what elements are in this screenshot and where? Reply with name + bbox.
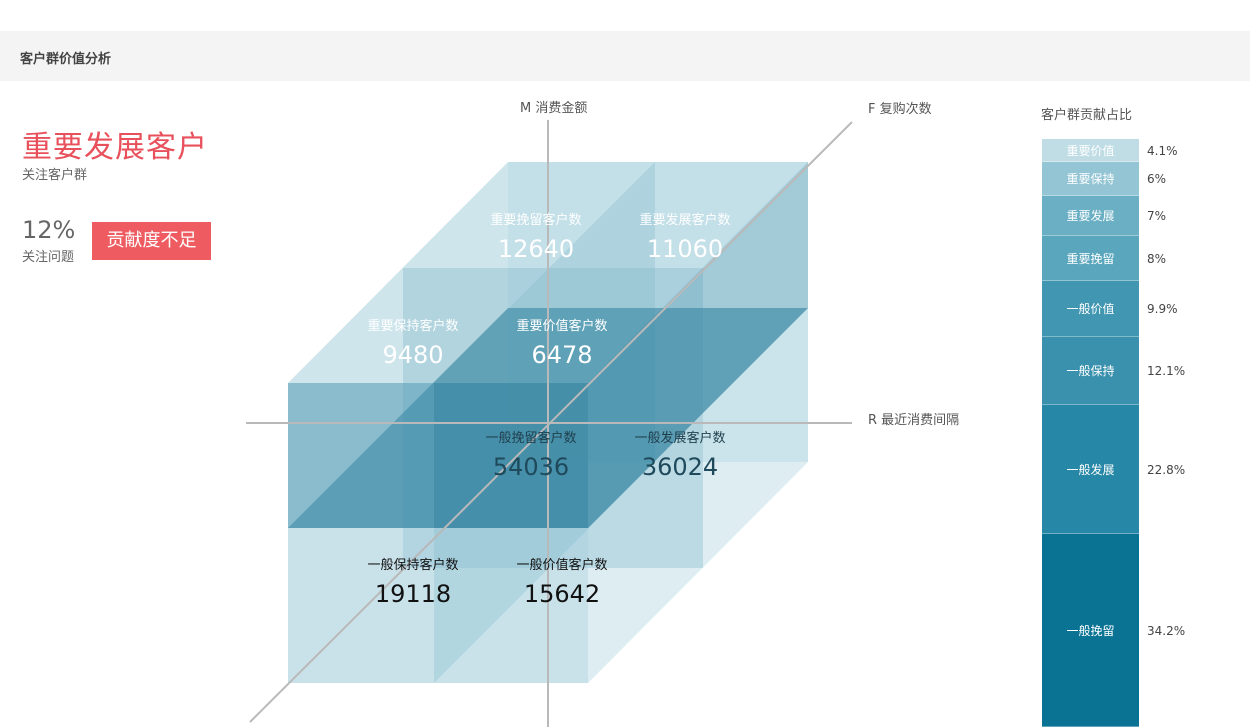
cell-label: 一般保持客户数: [367, 557, 458, 573]
share-segment-label: 重要保持: [1066, 172, 1115, 186]
share-chart-title: 客户群贡献占比: [1041, 108, 1133, 123]
problem-percentage: 12%: [22, 216, 76, 244]
share-segment-label: 一般价值: [1066, 302, 1115, 316]
axis-label-m: M 消费金额: [520, 100, 587, 116]
share-segment-pct: 34.2%: [1147, 623, 1186, 638]
share-segment: 重要保持: [1042, 162, 1139, 196]
cell-value: 15642: [524, 580, 600, 608]
share-segment-label: 重要挽留: [1066, 251, 1115, 266]
cell-label: 一般价值客户数: [516, 557, 607, 573]
problem-label: 关注问题: [22, 250, 75, 265]
cell-value: 6478: [531, 341, 592, 369]
cube-cell-labels: 重要挽留客户数 12640 重要发展客户数 11060 重要保持客户数 9480…: [367, 212, 730, 608]
focus-segment-title: 重要发展客户: [22, 130, 208, 165]
share-segment-pct: 6%: [1147, 172, 1167, 186]
share-segment-label: 重要发展: [1066, 209, 1115, 223]
share-segment-label: 重要价值: [1066, 143, 1115, 158]
cell-value: 9480: [382, 341, 443, 369]
share-segment-pct: 12.1%: [1147, 364, 1186, 378]
share-segment-pct: 4.1%: [1147, 143, 1178, 158]
cell-label: 一般挽留客户数: [485, 430, 576, 446]
focus-segment-subtitle: 关注客户群: [22, 168, 88, 183]
cell-label: 重要发展客户数: [639, 212, 730, 228]
cell-value: 36024: [642, 453, 718, 481]
cell-label: 重要挽留客户数: [490, 212, 581, 228]
cell-label: 一般发展客户数: [634, 430, 725, 446]
cell-value: 12640: [498, 235, 574, 263]
rfm-cube-diagram: M 消费金额 F 复购次数 R 最近消费间隔 重要挽留客户数 12640 重要发…: [246, 100, 959, 727]
axis-label-r: R 最近消费间隔: [868, 413, 959, 428]
cell-value: 11060: [647, 235, 723, 263]
cell-label: 重要价值客户数: [516, 318, 607, 334]
share-segment: 重要挽留: [1042, 236, 1139, 281]
f-axis-line: [249, 121, 853, 723]
share-percentages: 4.1% 6% 7% 8% 9.9% 12.1% 22.8% 34.2%: [1147, 139, 1185, 727]
share-segment-pct: 9.9%: [1147, 302, 1178, 316]
share-segment-label: 一般发展: [1066, 462, 1115, 477]
problem-badge: 贡献度不足: [92, 222, 211, 260]
share-segment-pct: 8%: [1147, 251, 1167, 266]
axis-lines: [246, 120, 853, 727]
axis-label-f: F 复购次数: [868, 101, 932, 117]
share-segment-pct: 7%: [1147, 209, 1167, 223]
share-segment: 一般保持: [1042, 337, 1139, 405]
share-segment-pct: 22.8%: [1147, 462, 1186, 477]
share-stacked-bar: 重要价值重要保持重要发展重要挽留一般价值一般保持一般发展一般挽留: [1042, 139, 1139, 727]
share-segment: 一般发展: [1042, 405, 1139, 534]
share-segment: 一般挽留: [1042, 534, 1139, 727]
share-segment: 重要价值: [1042, 139, 1139, 162]
cell-value: 54036: [493, 453, 569, 481]
page-title: 客户群价值分析: [20, 52, 112, 67]
share-segment: 重要发展: [1042, 196, 1139, 236]
share-segment-label: 一般保持: [1066, 364, 1115, 378]
share-segment: 一般价值: [1042, 281, 1139, 337]
cell-label: 重要保持客户数: [367, 318, 458, 334]
page-header: 客户群价值分析: [0, 31, 1250, 81]
cell-value: 19118: [375, 580, 451, 608]
share-segment-label: 一般挽留: [1066, 623, 1115, 638]
